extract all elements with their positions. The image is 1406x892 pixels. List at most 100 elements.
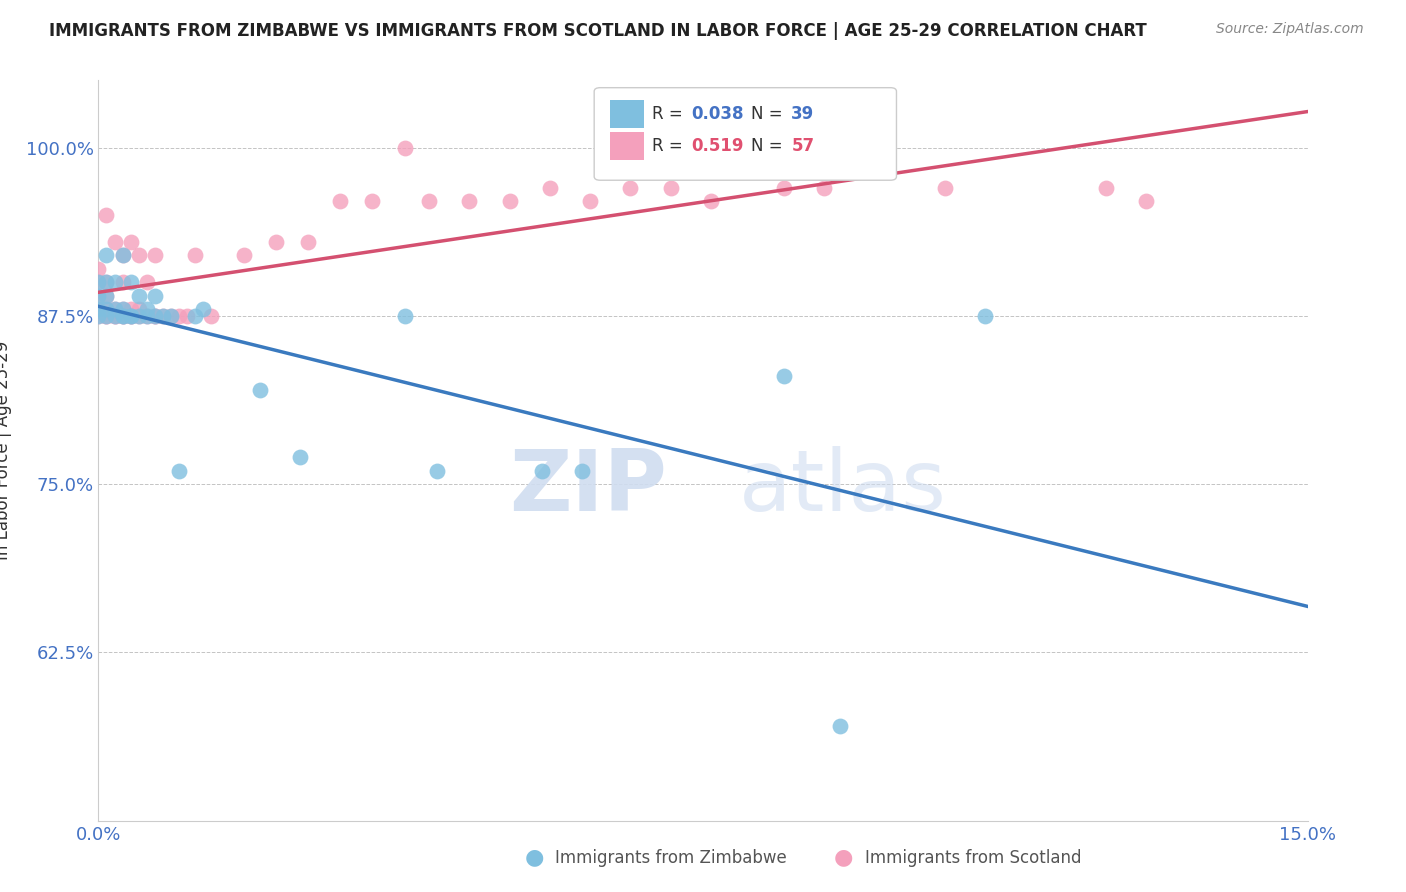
Point	[394, 309, 416, 323]
Point	[87, 302, 110, 317]
Point	[538, 181, 561, 195]
Point	[828, 719, 851, 733]
Point	[128, 302, 150, 317]
Point	[143, 309, 166, 323]
Point	[193, 302, 215, 317]
Text: IMMIGRANTS FROM ZIMBABWE VS IMMIGRANTS FROM SCOTLAND IN LABOR FORCE | AGE 25-29 : IMMIGRANTS FROM ZIMBABWE VS IMMIGRANTS F…	[49, 22, 1147, 40]
Text: R =: R =	[652, 105, 688, 123]
FancyBboxPatch shape	[610, 100, 644, 128]
Point	[297, 235, 319, 249]
Point	[103, 275, 125, 289]
Point	[103, 309, 125, 323]
Point	[249, 383, 271, 397]
Point	[87, 302, 110, 317]
Point	[96, 288, 118, 302]
Text: 39: 39	[792, 105, 814, 123]
Text: 0.038: 0.038	[690, 105, 744, 123]
Point	[143, 309, 166, 323]
Point	[200, 309, 222, 323]
Text: Immigrants from Scotland: Immigrants from Scotland	[865, 849, 1081, 867]
Point	[143, 288, 166, 302]
Point	[167, 309, 190, 323]
Text: Source: ZipAtlas.com: Source: ZipAtlas.com	[1216, 22, 1364, 37]
Text: ●: ●	[524, 847, 544, 867]
Point	[160, 309, 183, 323]
Point	[1135, 194, 1157, 209]
Point	[143, 309, 166, 323]
Point	[128, 309, 150, 323]
Point	[120, 275, 142, 289]
Text: atlas: atlas	[740, 446, 948, 529]
Point	[96, 309, 118, 323]
Point	[426, 464, 449, 478]
Point	[120, 309, 142, 323]
Point	[458, 194, 481, 209]
Y-axis label: In Labor Force | Age 25-29: In Labor Force | Age 25-29	[0, 341, 11, 560]
Point	[135, 309, 157, 323]
Point	[152, 309, 174, 323]
Point	[128, 288, 150, 302]
Point	[135, 275, 157, 289]
Text: ●: ●	[834, 847, 853, 867]
FancyBboxPatch shape	[595, 87, 897, 180]
Point	[103, 302, 125, 317]
Point	[96, 248, 118, 262]
Point	[184, 309, 207, 323]
Text: Immigrants from Zimbabwe: Immigrants from Zimbabwe	[555, 849, 787, 867]
Point	[120, 235, 142, 249]
Point	[103, 235, 125, 249]
Point	[329, 194, 352, 209]
Point	[96, 275, 118, 289]
Point	[111, 302, 134, 317]
Point	[111, 309, 134, 323]
Text: N =: N =	[751, 137, 789, 155]
Point	[659, 181, 682, 195]
Point	[700, 194, 723, 209]
Point	[103, 302, 125, 317]
Point	[87, 288, 110, 302]
Text: R =: R =	[652, 137, 688, 155]
Point	[111, 302, 134, 317]
Point	[418, 194, 440, 209]
Point	[152, 309, 174, 323]
Point	[96, 309, 118, 323]
Point	[288, 450, 311, 465]
Point	[120, 302, 142, 317]
Point	[772, 369, 794, 384]
Point	[361, 194, 384, 209]
Point	[111, 309, 134, 323]
Point	[111, 309, 134, 323]
Point	[96, 309, 118, 323]
Point	[579, 194, 602, 209]
Point	[934, 181, 956, 195]
Point	[394, 140, 416, 154]
Point	[160, 309, 183, 323]
Point	[103, 309, 125, 323]
Point	[87, 261, 110, 276]
Point	[135, 302, 157, 317]
Point	[974, 309, 997, 323]
Point	[96, 302, 118, 317]
Point	[87, 275, 110, 289]
Point	[128, 248, 150, 262]
Point	[111, 275, 134, 289]
Point	[619, 181, 641, 195]
Point	[87, 275, 110, 289]
Point	[120, 309, 142, 323]
Point	[184, 248, 207, 262]
Point	[498, 194, 520, 209]
Text: 0.519: 0.519	[690, 137, 744, 155]
Point	[143, 248, 166, 262]
Text: N =: N =	[751, 105, 789, 123]
Point	[111, 309, 134, 323]
Point	[111, 248, 134, 262]
Point	[96, 302, 118, 317]
Point	[120, 309, 142, 323]
Point	[772, 181, 794, 195]
Point	[1095, 181, 1118, 195]
Point	[111, 248, 134, 262]
Point	[128, 309, 150, 323]
Point	[176, 309, 198, 323]
Text: ZIP: ZIP	[509, 446, 666, 529]
Point	[232, 248, 254, 262]
